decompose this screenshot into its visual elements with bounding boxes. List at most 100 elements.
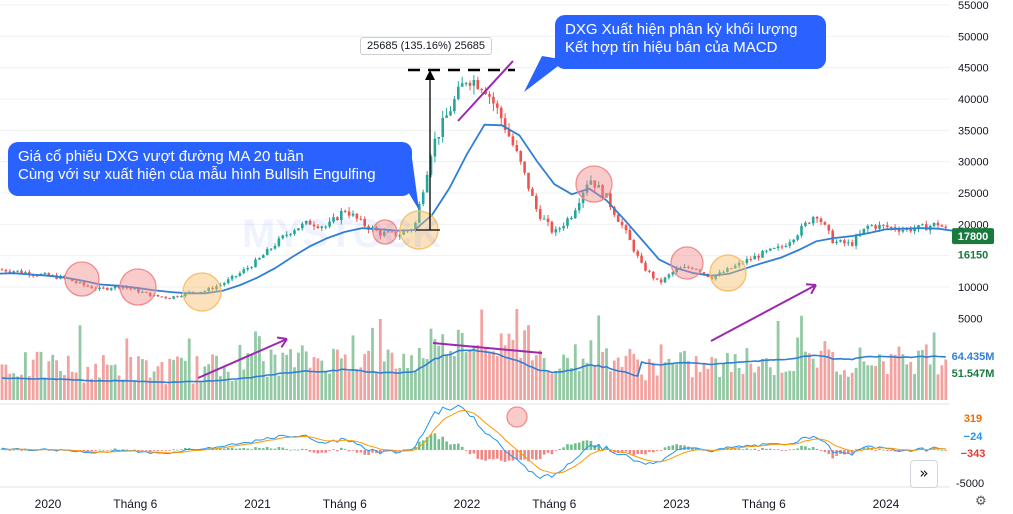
volume-bar xyxy=(940,365,944,400)
macd-hist-bar xyxy=(878,448,881,450)
volume-bar xyxy=(367,350,370,400)
candle-body xyxy=(106,287,109,290)
candle-body xyxy=(414,222,417,230)
volume-bar xyxy=(105,364,109,400)
candle-body xyxy=(445,115,448,118)
macd-hist-bar xyxy=(597,444,600,450)
macd-hist-bar xyxy=(944,450,948,451)
gear-icon[interactable]: ⚙ xyxy=(975,494,987,509)
volume-bar xyxy=(63,375,66,400)
volume-tag-bg xyxy=(952,365,994,381)
macd-hist-bar xyxy=(160,450,164,451)
macd-hist-bar xyxy=(640,450,643,454)
candle-body xyxy=(425,174,429,193)
macd-hist-bar xyxy=(515,450,519,460)
candle-body xyxy=(519,151,522,162)
candle-body xyxy=(215,286,218,290)
volume-bar xyxy=(722,363,725,400)
volume-bar xyxy=(156,366,160,400)
candle-body xyxy=(421,192,425,204)
macd-hist-bar xyxy=(854,449,858,451)
macd-hist-bar xyxy=(655,450,659,451)
volume-bar xyxy=(648,358,651,400)
volume-ma-tag: 64.435M xyxy=(952,351,995,363)
candle-body xyxy=(211,287,214,290)
volume-bar xyxy=(597,315,601,400)
macd-hist-bar xyxy=(800,445,803,450)
volume-bar xyxy=(792,371,796,400)
macd-hist-bar xyxy=(328,450,331,451)
volume-bar xyxy=(780,372,784,400)
macd-hist-bar xyxy=(546,450,550,453)
volume-bar xyxy=(846,376,850,400)
macd-hist-bar xyxy=(691,447,694,450)
candle-body xyxy=(574,210,577,219)
macd-hist-bar xyxy=(371,450,374,453)
volume-bar xyxy=(316,358,320,400)
volume-bar xyxy=(566,357,569,400)
volume-up-arrow xyxy=(710,284,817,342)
candle-body xyxy=(187,291,191,293)
volume-bar xyxy=(121,379,125,400)
macd-hist-bar xyxy=(796,448,799,450)
macd-hist-bar xyxy=(258,447,261,450)
volume-bar xyxy=(277,375,281,400)
macd-hist-bar xyxy=(8,450,12,451)
macd-hist-bar xyxy=(254,447,257,450)
volume-bar xyxy=(558,368,562,400)
volume-bar xyxy=(285,354,289,400)
macd-hist-bar xyxy=(238,448,242,450)
candle-body xyxy=(761,250,764,258)
macd-hist-bar xyxy=(804,446,807,450)
volume-bar xyxy=(261,361,265,400)
macd-hist-bar xyxy=(753,448,756,450)
candle-body xyxy=(531,188,534,196)
candle-body xyxy=(125,287,129,289)
candle-body xyxy=(835,241,838,244)
volume-bar xyxy=(343,354,347,400)
candle-body xyxy=(940,225,944,227)
volume-bar xyxy=(74,372,78,400)
volume-bar xyxy=(324,371,328,400)
volume-bar xyxy=(109,365,113,400)
candle-body xyxy=(113,285,117,289)
macd-hist-bar xyxy=(835,450,838,456)
macd-hist-bar xyxy=(628,450,632,454)
volume-bar xyxy=(464,352,468,400)
candle-body xyxy=(109,288,113,290)
macd-hist-bar xyxy=(730,448,733,450)
macd-hist-bar xyxy=(226,447,230,450)
macd-hist-bar xyxy=(20,450,23,451)
macd-hist-bar xyxy=(492,450,495,460)
price-tick-label: 10000 xyxy=(958,282,989,294)
candle-body xyxy=(804,222,807,226)
macd-hist-bar xyxy=(250,449,253,451)
candle-body xyxy=(379,230,382,236)
scroll-to-realtime-button[interactable]: » xyxy=(910,460,938,488)
volume-bar xyxy=(495,355,499,400)
macd-hist-bar xyxy=(184,447,187,450)
macd-hist-bar xyxy=(332,449,335,451)
macd-hist-bar xyxy=(223,448,226,450)
volume-bar xyxy=(226,371,230,400)
volume-bar xyxy=(35,351,39,400)
macd-hist-bar xyxy=(176,449,179,451)
macd-hist-bar xyxy=(320,450,324,453)
volume-bar xyxy=(866,365,870,400)
volume-bar xyxy=(757,366,760,400)
volume-tag: 51.547M xyxy=(952,368,995,380)
candle-body xyxy=(289,233,292,235)
volume-bar xyxy=(538,350,542,400)
volume-bar xyxy=(355,368,359,400)
candle-body xyxy=(901,229,905,232)
candle-body xyxy=(562,225,565,229)
macd-hist-bar xyxy=(4,449,8,451)
signal-circle-orange xyxy=(709,254,747,292)
signal-circle-red xyxy=(670,246,704,280)
volume-bar xyxy=(24,352,27,400)
volume-bar xyxy=(386,349,390,400)
candle-body xyxy=(382,231,386,236)
macd-hist-bar xyxy=(850,450,854,454)
candle-body xyxy=(172,296,175,299)
macd-hist-bar xyxy=(457,443,460,450)
